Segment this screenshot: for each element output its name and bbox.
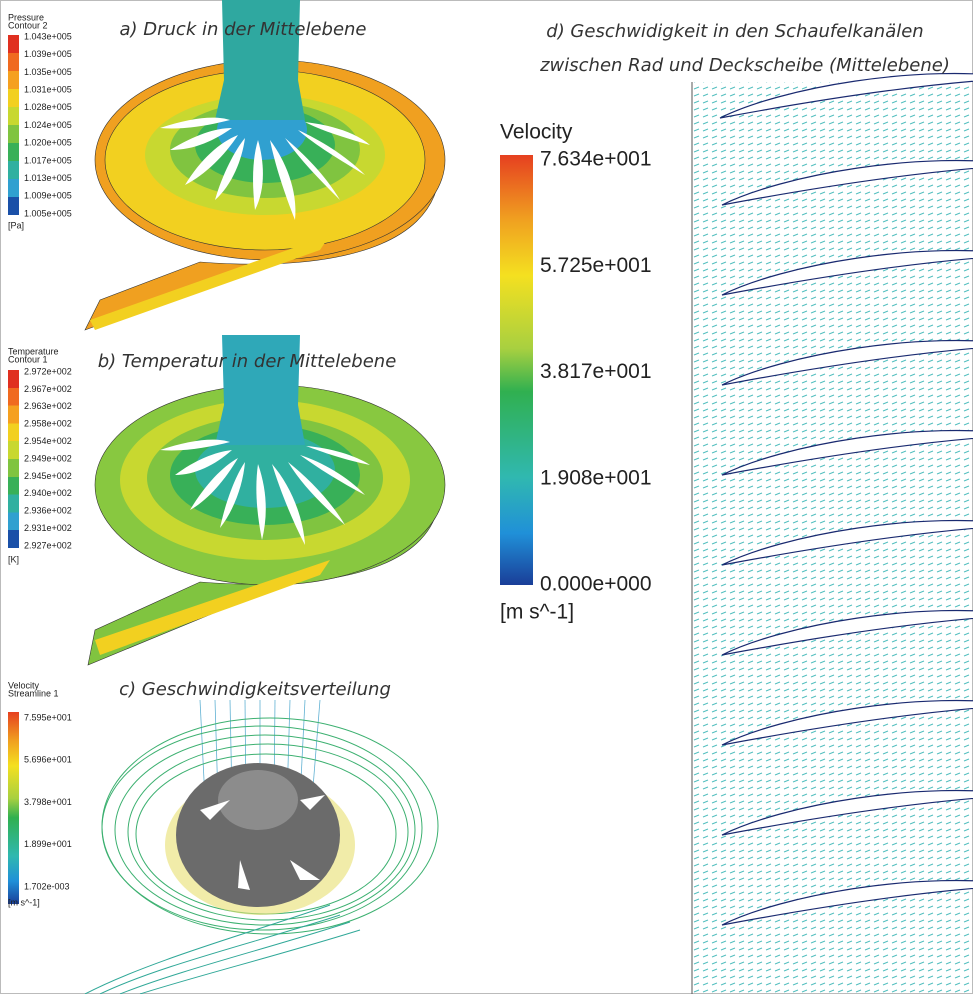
legend-label: 2.963e+002 <box>24 401 72 411</box>
figure: a) Druck in der Mittelebene b) Temperatu… <box>0 0 973 994</box>
legend-title: Contour 2 <box>8 20 48 30</box>
legend-label: 5.696e+001 <box>24 755 72 765</box>
legend-label: 2.945e+002 <box>24 471 72 481</box>
legend-label: 1.039e+005 <box>24 49 72 59</box>
panel-title: zwischen Rad und Deckscheibe (Mitteleben… <box>539 55 950 76</box>
panel-title: c) Geschwindigkeitsverteilung <box>119 679 391 700</box>
legend-label: 1.908e+001 <box>540 466 652 489</box>
colorbar <box>500 155 533 585</box>
legend-label: 7.595e+001 <box>24 712 72 722</box>
legend-title: Streamline 1 <box>8 688 59 698</box>
legend-label: 1.043e+005 <box>24 31 72 41</box>
legend-label: 2.927e+002 <box>24 540 72 550</box>
temperature-contour-image <box>88 335 445 665</box>
pressure-contour-image <box>85 0 445 330</box>
legend-label: 5.725e+001 <box>540 254 652 277</box>
colorbar <box>8 712 19 904</box>
legend-label: 1.017e+005 <box>24 155 72 165</box>
legend-label: 2.940e+002 <box>24 488 72 498</box>
panel-title: b) Temperatur in der Mittelebene <box>98 351 397 372</box>
legend-unit: [m s^-1] <box>500 601 574 624</box>
legend-label: 1.028e+005 <box>24 102 72 112</box>
legend-label: 2.949e+002 <box>24 453 72 463</box>
colorbar <box>8 370 19 548</box>
panel-title: a) Druck in der Mittelebene <box>119 19 366 40</box>
legend-label: 2.958e+002 <box>24 419 72 429</box>
legend-unit: [m s^-1] <box>8 897 40 907</box>
legend-unit: [K] <box>8 554 19 564</box>
legend-label: 1.020e+005 <box>24 138 72 148</box>
velocity-vector-image <box>692 74 973 994</box>
panel-title: d) Geschwidigkeit in den Schaufelkanälen <box>546 21 923 42</box>
legend-unit: [Pa] <box>8 220 24 230</box>
legend-title: Velocity <box>500 121 573 144</box>
legend-label: 0.000e+000 <box>540 573 652 596</box>
legend-label: 1.013e+005 <box>24 173 72 183</box>
legend-label: 1.031e+005 <box>24 84 72 94</box>
streamline-image <box>85 700 438 994</box>
legend-label: 1.899e+001 <box>24 839 72 849</box>
legend-label: 2.931e+002 <box>24 523 72 533</box>
legend-label: 3.817e+001 <box>540 360 652 383</box>
legend-label: 3.798e+001 <box>24 797 72 807</box>
legend-label: 2.936e+002 <box>24 506 72 516</box>
legend-title: Contour 1 <box>8 354 48 364</box>
legend-label: 2.967e+002 <box>24 384 72 394</box>
legend-label: 2.954e+002 <box>24 436 72 446</box>
legend-label: 1.009e+005 <box>24 191 72 201</box>
colorbar <box>8 35 19 215</box>
legend-label: 1.005e+005 <box>24 208 72 218</box>
legend-label: 1.702e-003 <box>24 881 70 891</box>
legend-label: 1.035e+005 <box>24 67 72 77</box>
legend-label: 2.972e+002 <box>24 366 72 376</box>
legend-label: 7.634e+001 <box>540 148 652 171</box>
legend-label: 1.024e+005 <box>24 120 72 130</box>
